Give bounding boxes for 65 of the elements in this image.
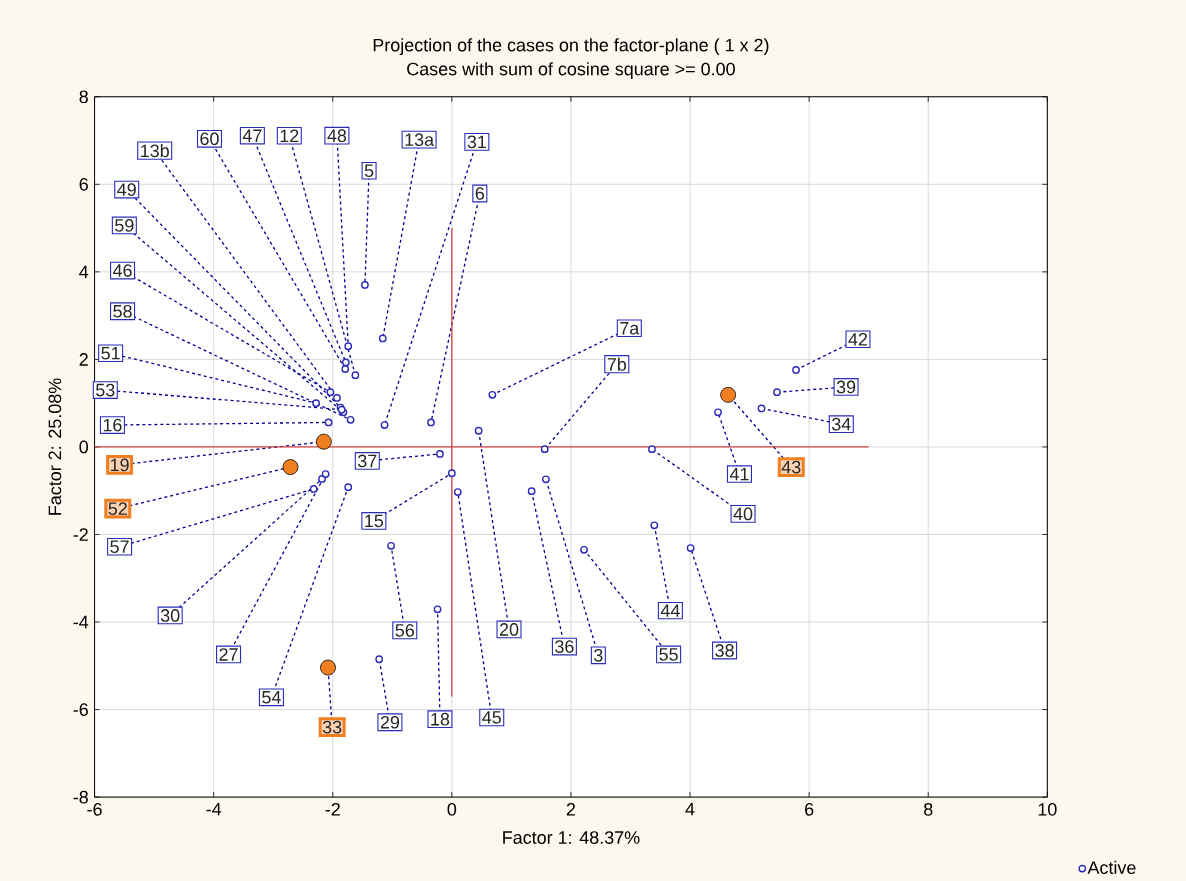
y-axis-title: Factor 2: 25.08% [48,378,62,515]
annotation: 5 [364,164,374,178]
chart-subtitle: Cases with sum of cosine square >= 0.00 [407,62,735,79]
y-tick-label: -8 [73,790,88,804]
annotation: 46 [112,264,132,277]
annotation: 57 [110,540,129,554]
y-tick-label: 4 [79,265,89,279]
annotation: 36 [555,640,574,653]
annotation: 56 [395,624,414,637]
annotation: 34 [831,417,851,431]
annotation: 52 [108,502,127,516]
x-tick-label: 0 [447,802,457,816]
annotation: 44 [660,604,680,617]
y-tick-label: 6 [79,177,88,191]
annotation: 20 [499,623,519,636]
annotation: 53 [96,383,115,397]
annotation: 40 [733,507,753,521]
legend-label: Active [1087,860,1136,875]
x-tick-label: 8 [924,802,933,816]
x-tick-label: 6 [805,802,814,816]
annotation: 27 [219,648,238,661]
annotation: 7b [607,357,627,371]
annotation: 12 [280,129,299,143]
annotation: 48 [327,129,347,143]
y-tick-label: 2 [79,353,88,366]
annotation: 39 [836,380,856,394]
annotation: 33 [322,720,342,734]
annotation: 13a [405,133,435,147]
annotation: 41 [729,467,749,481]
annotation: 7a [620,322,640,335]
annotation: 6 [475,187,485,200]
annotation: 51 [101,347,120,360]
annotation: 60 [200,132,219,146]
x-tick-label: -2 [325,802,340,816]
x-axis-title: Factor 1: 48.37% [503,831,640,844]
annotation: 45 [482,711,501,724]
x-tick-label: 4 [685,803,695,816]
y-tick-label: -6 [73,703,88,716]
annotation: 37 [357,454,377,468]
y-tick-label: -4 [73,615,89,629]
annotation: 47 [242,129,262,142]
annotation: 31 [467,135,486,149]
annotation: 19 [110,458,129,472]
x-tick-label: -4 [206,803,222,816]
annotation: 54 [262,691,281,704]
y-tick-label: 8 [79,90,88,104]
annotation: 43 [781,460,801,474]
annotation: 29 [380,715,400,729]
annotation: 18 [431,712,450,726]
x-tick-label: 2 [566,802,576,816]
annotation: 13b [141,144,169,158]
y-tick-label: -2 [73,528,88,541]
annotation: 49 [117,183,136,196]
annotation: 55 [659,648,678,661]
annotation: 42 [848,333,868,346]
annotation: 15 [365,514,384,528]
chart-title: Projection of the cases on the factor-plane ( 1 x 2) [373,38,769,56]
annotation: 30 [160,609,180,622]
annotation: 59 [115,219,134,232]
y-tick-label: 0 [79,440,89,454]
annotation: 38 [715,644,734,657]
annotation: 16 [103,418,122,432]
x-tick-label: 10 [1038,802,1057,816]
annotation: 3 [594,648,603,662]
annotation: 58 [113,304,132,318]
